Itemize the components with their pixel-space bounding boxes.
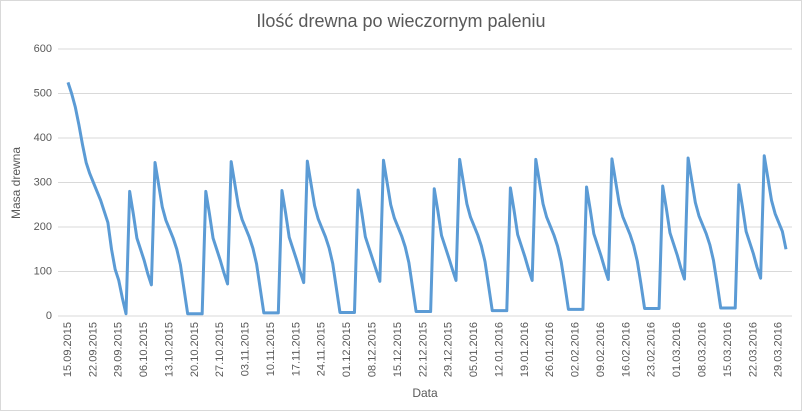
x-tick-label: 29.03.2016 xyxy=(773,322,785,377)
x-tick-label: 23.02.2016 xyxy=(646,322,658,377)
x-tick-label: 22.12.2015 xyxy=(417,322,429,377)
y-tick-label: 400 xyxy=(34,132,52,144)
x-tick-label: 22.09.2015 xyxy=(87,322,99,377)
x-tick-label: 19.01.2016 xyxy=(519,322,531,377)
y-tick-label: 0 xyxy=(46,310,52,322)
x-tick-label: 10.11.2015 xyxy=(265,322,277,376)
x-tick-label: 29.09.2015 xyxy=(113,322,125,377)
data-line xyxy=(66,81,788,316)
chart-title: Ilość drewna po wieczornym paleniu xyxy=(256,11,545,31)
x-tick-label: 15.09.2015 xyxy=(62,322,74,377)
x-tick-label: 16.02.2016 xyxy=(620,322,632,377)
x-tick-label: 22.03.2016 xyxy=(747,322,759,377)
y-tick-label: 100 xyxy=(34,265,52,277)
x-tick-label: 17.11.2015 xyxy=(290,322,302,376)
x-tick-label: 26.01.2016 xyxy=(544,322,556,377)
x-tick-label: 01.03.2016 xyxy=(671,322,683,377)
x-tick-label: 15.03.2016 xyxy=(722,322,734,377)
x-tick-label: 29.12.2015 xyxy=(443,322,455,377)
y-axis-title: Masa drewna xyxy=(9,147,23,219)
x-axis-title: Data xyxy=(412,386,438,400)
y-tick-label: 600 xyxy=(34,43,52,55)
x-tick-label: 20.10.2015 xyxy=(189,322,201,377)
y-tick-label: 500 xyxy=(34,87,52,99)
x-tick-label: 27.10.2015 xyxy=(214,322,226,377)
x-tick-label: 02.02.2016 xyxy=(570,322,582,377)
y-tick-label: 300 xyxy=(34,176,52,188)
x-tick-label: 13.10.2015 xyxy=(163,322,175,377)
x-tick-label: 15.12.2015 xyxy=(392,322,404,377)
x-tick-label: 09.02.2016 xyxy=(595,322,607,377)
y-tick-label: 200 xyxy=(34,221,52,233)
x-tick-label: 05.01.2016 xyxy=(468,322,480,377)
x-tick-label: 01.12.2015 xyxy=(341,322,353,377)
x-tick-label: 24.11.2015 xyxy=(316,322,328,376)
x-tick-label: 08.12.2015 xyxy=(367,322,379,377)
x-tick-label: 03.11.2015 xyxy=(240,322,252,376)
x-tick-label: 12.01.2016 xyxy=(493,322,505,377)
x-tick-label: 08.03.2016 xyxy=(697,322,709,377)
x-tick-label: 06.10.2015 xyxy=(138,322,150,377)
